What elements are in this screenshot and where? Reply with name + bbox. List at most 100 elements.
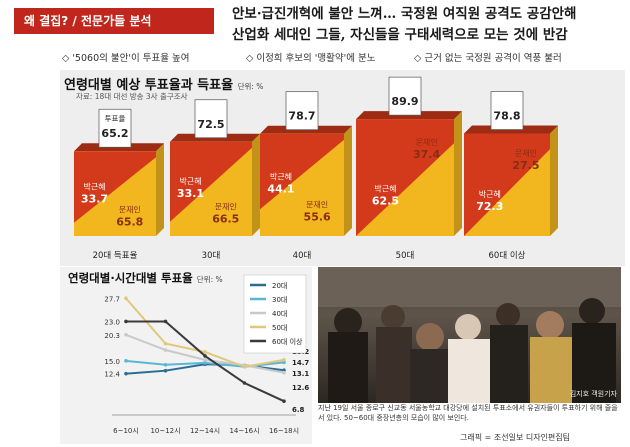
ballot-box-side xyxy=(454,111,462,236)
x-tick-label: 12~14시 xyxy=(190,427,220,435)
park-name-label: 박근혜 xyxy=(270,172,292,182)
right-value-label: 13.1 xyxy=(292,370,309,378)
headline-line-2: 산업화 세대인 그들, 자신들을 구태세력으로 모는 것에 반감 xyxy=(232,27,568,43)
bar-chart-title: 연령대별 예상 투표율과 득표율 단위: % xyxy=(64,78,264,93)
category-label: 50대 xyxy=(396,251,415,261)
data-point xyxy=(282,370,286,375)
turnout-label: 72.5 xyxy=(197,118,224,131)
data-point xyxy=(282,368,286,372)
data-point xyxy=(282,399,286,404)
ballot-box-side xyxy=(156,143,164,236)
moon-value-label: 27.5 xyxy=(512,159,539,172)
legend-label: 30대 xyxy=(272,296,287,304)
turnout-label: 78.7 xyxy=(288,110,315,123)
photo-credit: 김지호 객원기자 xyxy=(569,390,617,398)
x-tick-label: 14~16시 xyxy=(229,427,259,435)
park-value-label: 62.5 xyxy=(372,195,399,208)
data-point xyxy=(242,364,247,369)
data-point xyxy=(163,319,168,324)
turnout-label: 89.9 xyxy=(391,95,418,108)
park-name-label: 박근혜 xyxy=(83,181,105,191)
park-value-label: 33.7 xyxy=(81,192,108,205)
category-label: 40대 xyxy=(293,251,312,261)
moon-value-label: 66.5 xyxy=(212,213,239,226)
park-name-label: 박근혜 xyxy=(479,189,501,199)
data-point xyxy=(282,360,286,365)
right-value-label: 6.8 xyxy=(292,406,305,414)
left-value-label: 23.0 xyxy=(104,318,120,326)
park-bar xyxy=(74,151,156,223)
data-point xyxy=(163,341,168,346)
ballot-paper xyxy=(388,76,422,116)
data-point xyxy=(203,358,207,362)
moon-name-label: 문재인 xyxy=(306,199,328,209)
park-value-label: 33.1 xyxy=(177,187,204,200)
ballot-paper xyxy=(98,108,132,148)
category-label: 20대 득표율 xyxy=(93,251,138,261)
data-point xyxy=(124,319,128,324)
data-point xyxy=(163,348,168,352)
x-tick-label: 6~10시 xyxy=(113,427,139,435)
headline-line-1: 안보·급진개혁에 불안 느껴… 국정원 여직원 공격도 공감안해 xyxy=(232,6,577,22)
legend-label: 60대 이상 xyxy=(272,337,303,346)
x-tick-label: 16~18시 xyxy=(269,427,299,435)
data-point xyxy=(124,371,128,376)
moon-value-label: 65.8 xyxy=(116,215,143,228)
data-point xyxy=(124,332,128,337)
moon-name-label: 문재인 xyxy=(215,202,237,212)
park-bar xyxy=(356,119,454,236)
moon-value-label: 37.4 xyxy=(413,148,440,161)
moon-value-label: 55.6 xyxy=(304,210,331,223)
turnout-label: 78.8 xyxy=(493,110,520,123)
graphic-credit: 그래픽 = 조선일보 디자인편집팀 xyxy=(460,433,571,442)
data-point xyxy=(203,350,207,354)
ballot-box-side xyxy=(550,125,558,236)
ballot-box-side xyxy=(344,125,352,236)
x-tick-label: 10~12시 xyxy=(150,427,180,435)
subhead-2: ◇ 이정희 후보의 '맹활약'에 분노 xyxy=(246,53,376,64)
ballot-paper xyxy=(285,91,319,131)
park-name-label: 박근혜 xyxy=(374,184,396,194)
data-point xyxy=(242,381,247,385)
left-value-label: 15.0 xyxy=(104,358,120,366)
legend-label: 50대 xyxy=(272,324,287,332)
moon-name-label: 문재인 xyxy=(119,204,141,214)
legend-label: 20대 xyxy=(272,282,287,290)
park-value-label: 44.1 xyxy=(267,183,294,196)
category-label: 60대 이상 xyxy=(489,250,526,261)
park-bar xyxy=(260,133,344,210)
bar-chart-source: 자료: 18대 대선 방송 3사 출구조사 xyxy=(76,92,188,101)
park-value-label: 72.3 xyxy=(476,200,503,213)
data-point xyxy=(163,368,168,373)
park-bar xyxy=(464,133,550,236)
park-name-label: 박근혜 xyxy=(179,176,201,186)
turnout-label: 65.2 xyxy=(101,127,128,140)
data-point xyxy=(124,359,128,363)
legend-label: 40대 xyxy=(272,310,287,318)
voters-photo: 김지호 객원기자 xyxy=(318,267,621,403)
line-chart: 6~10시 10~12시 12~14시 14~16시 16~18시 27.7 23.0 20.… xyxy=(104,274,309,435)
moon-name-label: 문재인 xyxy=(416,137,438,147)
crowd-illustration xyxy=(318,267,621,403)
left-value-label: 12.4 xyxy=(104,371,120,379)
data-point xyxy=(282,358,286,362)
data-point xyxy=(163,362,168,367)
category-label: 30대 xyxy=(202,251,221,261)
section-tag: 왜 결집? / 전문가들 분석 xyxy=(14,8,214,34)
moon-name-label: 문재인 xyxy=(515,148,537,158)
turnout-caption: 투표율 xyxy=(105,114,126,123)
ballot-paper xyxy=(490,91,524,130)
left-value-label: 27.7 xyxy=(104,295,120,303)
right-value-label: 14.7 xyxy=(292,359,309,367)
ballot-paper xyxy=(194,99,228,139)
data-point xyxy=(124,296,128,301)
right-value-label: 12.6 xyxy=(292,384,309,392)
subhead-1: ◇ '5060의 불안'이 투표율 높여 xyxy=(62,53,190,64)
data-point xyxy=(203,361,207,365)
photo-caption: 지난 19일 서울 종로구 신교동 서울농학교 대강당에 설치된 투표소에서 유… xyxy=(318,404,618,422)
left-value-label: 20.3 xyxy=(104,332,120,340)
subhead-3: ◇ 근거 없는 국정원 공격이 역풍 불러 xyxy=(414,53,562,64)
ballot-box-side xyxy=(252,133,260,236)
headline: 안보·급진개혁에 불안 느껴… 국정원 여직원 공격도 공감안해 산업화 세대인… xyxy=(232,4,624,46)
